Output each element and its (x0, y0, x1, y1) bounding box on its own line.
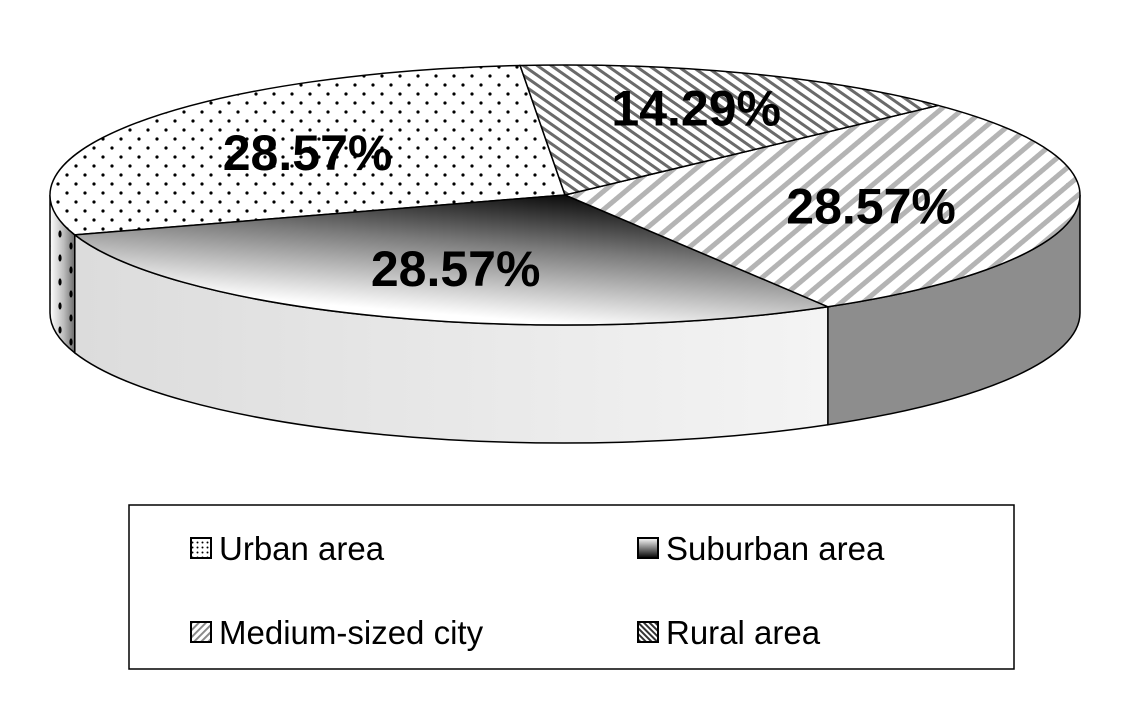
data-label-urban-area: 28.57% (223, 125, 393, 181)
legend-label-rural-area: Rural area (666, 614, 821, 651)
pie-group: 28.57%28.57%28.57%14.29% (49, 64, 1081, 444)
data-label-rural-area: 14.29% (611, 80, 781, 136)
legend-label-urban-area: Urban area (219, 530, 385, 567)
legend-swatch-medium-sized-city (190, 621, 212, 643)
legend-swatch-rural-area (637, 621, 659, 643)
legend-label-suburban-area: Suburban area (666, 530, 885, 567)
legend-swatch-urban-area (190, 537, 212, 559)
slice-urban-area (49, 64, 567, 236)
legend-label-medium-sized-city: Medium-sized city (219, 614, 484, 651)
slice-rural-area (519, 64, 939, 196)
legend-box (128, 504, 1015, 670)
legend-swatch-suburban-area (637, 537, 659, 559)
legend: Urban area Suburban area Medium-sized city… (128, 504, 1015, 670)
data-label-medium-sized-city: 28.57% (786, 179, 956, 235)
side-texture-urban-area (50, 195, 75, 353)
data-label-suburban-area: 28.57% (371, 241, 541, 297)
slice-medium-sized-city (562, 104, 1081, 308)
